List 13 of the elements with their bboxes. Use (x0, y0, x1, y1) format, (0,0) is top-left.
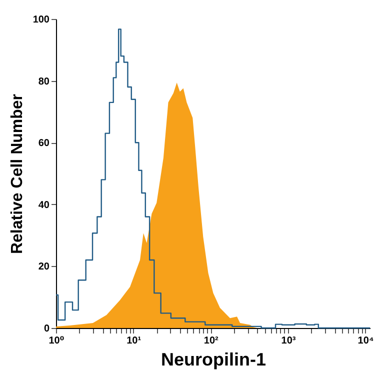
y-axis-title: Relative Cell Number (8, 94, 26, 254)
x-tick-label: 10⁰ (48, 336, 64, 346)
y-tick-label: 100 (32, 14, 50, 26)
x-tick-label: 10¹ (126, 336, 142, 346)
y-tick-label: 0 (44, 324, 50, 334)
y-tick-label: 80 (38, 76, 50, 88)
y-tick-label: 60 (38, 138, 50, 150)
y-tick-label: 20 (38, 262, 50, 273)
x-tick-label: 10⁴ (358, 336, 374, 346)
x-tick-label: 10³ (281, 336, 296, 346)
x-tick-label: 10² (204, 336, 220, 346)
x-axis-title: Neuropilin-1 (160, 350, 266, 370)
y-tick-label: 40 (38, 200, 50, 211)
